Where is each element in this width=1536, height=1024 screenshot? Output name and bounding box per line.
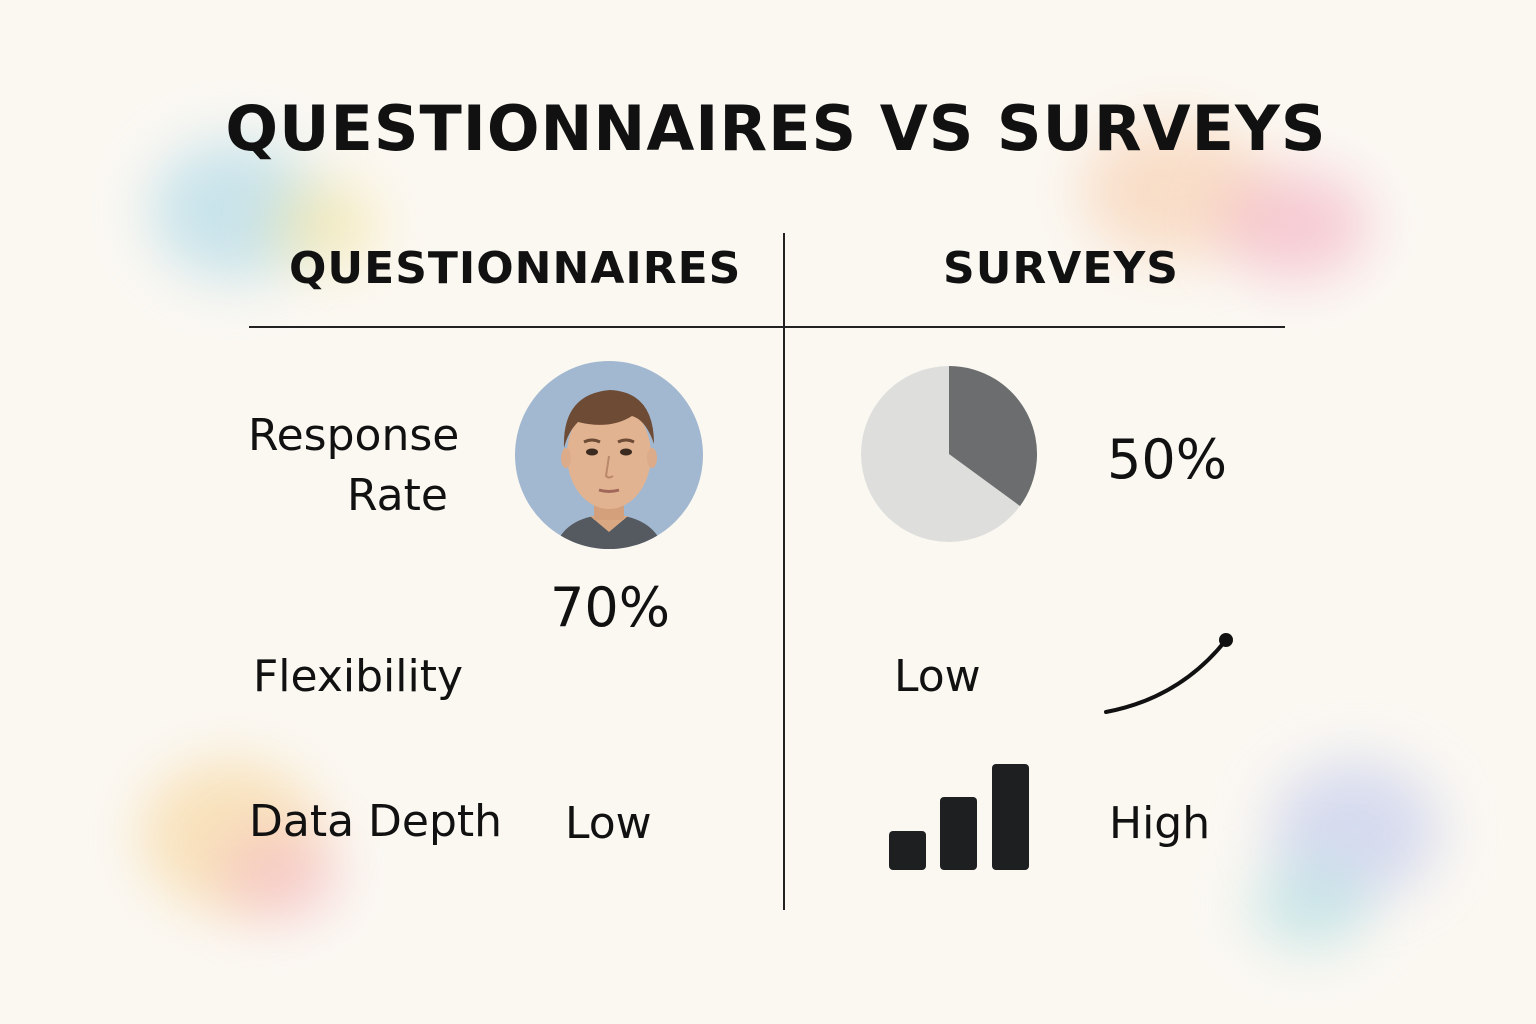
column-divider bbox=[783, 233, 785, 910]
watercolor-splash-bottom-left-pink bbox=[220, 830, 340, 920]
watercolor-splash-top-right-pink bbox=[1220, 170, 1370, 280]
row-label-response: Response bbox=[248, 410, 460, 461]
watercolor-splash-top-left-yellow bbox=[270, 180, 380, 270]
watercolor-splash-bottom-right-teal bbox=[1250, 860, 1370, 950]
header-divider bbox=[249, 326, 1285, 328]
column-header-surveys: SURVEYS bbox=[943, 243, 1179, 294]
row-label-rate: Rate bbox=[347, 470, 448, 521]
row-label-data-depth: Data Depth bbox=[249, 796, 503, 847]
surveys-response-rate-value: 50% bbox=[1107, 428, 1228, 491]
row-label-flexibility: Flexibility bbox=[253, 651, 463, 702]
surveys-data-depth-value: High bbox=[1109, 798, 1211, 849]
page-title: QUESTIONNAIRES VS SURVEYS bbox=[225, 92, 1327, 165]
person-portrait-icon bbox=[514, 360, 704, 550]
pie-chart-icon bbox=[859, 364, 1039, 544]
questionnaires-data-depth-value: Low bbox=[565, 798, 652, 849]
rising-curve-icon bbox=[1100, 628, 1240, 720]
column-header-questionnaires: QUESTIONNAIRES bbox=[289, 243, 742, 294]
bar-chart-icon bbox=[888, 762, 1032, 872]
questionnaires-response-rate-value: 70% bbox=[550, 576, 671, 639]
surveys-flexibility-value: Low bbox=[894, 651, 981, 702]
